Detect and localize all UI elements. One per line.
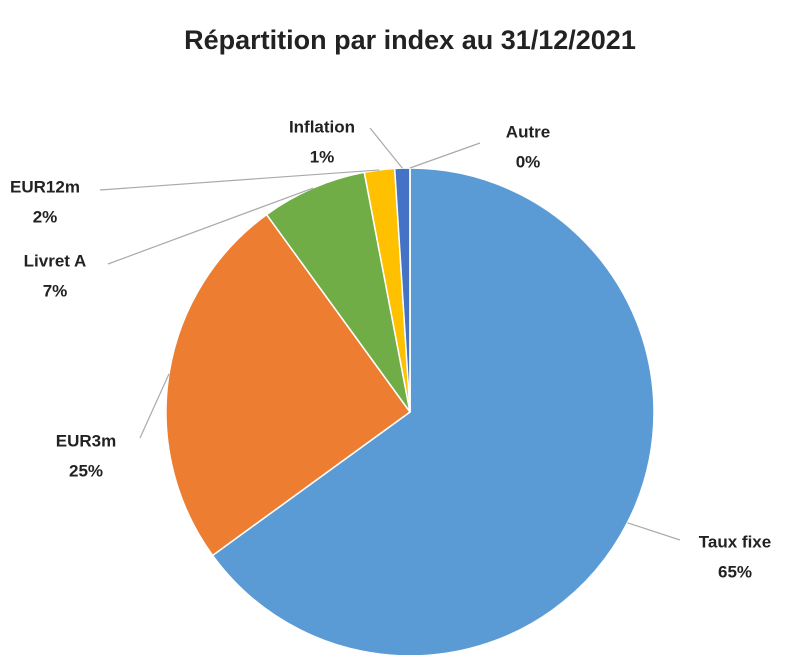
- slice-label: EUR3m: [56, 431, 116, 450]
- slice-label: EUR12m: [10, 177, 80, 196]
- leader-line: [139, 373, 170, 439]
- leader-line: [409, 142, 481, 169]
- slice-label: Inflation: [289, 117, 355, 136]
- slice-value-label: 65%: [718, 562, 752, 581]
- slice-value-label: 0%: [516, 152, 541, 171]
- slice-value-label: 25%: [69, 461, 103, 480]
- leader-line: [369, 127, 403, 169]
- slice-value-label: 2%: [33, 207, 58, 226]
- leader-line: [99, 169, 380, 191]
- slice-label: Livret A: [24, 251, 87, 270]
- chart-title: Répartition par index au 31/12/2021: [184, 25, 636, 55]
- leader-line: [627, 522, 681, 541]
- slice-value-label: 7%: [43, 281, 68, 300]
- slice-label: Taux fixe: [699, 532, 771, 551]
- leader-line: [107, 187, 314, 265]
- slice-label: Autre: [506, 122, 550, 141]
- slice-value-label: 1%: [310, 147, 335, 166]
- pie-slice: [211, 167, 655, 655]
- pie-slice: [265, 171, 411, 413]
